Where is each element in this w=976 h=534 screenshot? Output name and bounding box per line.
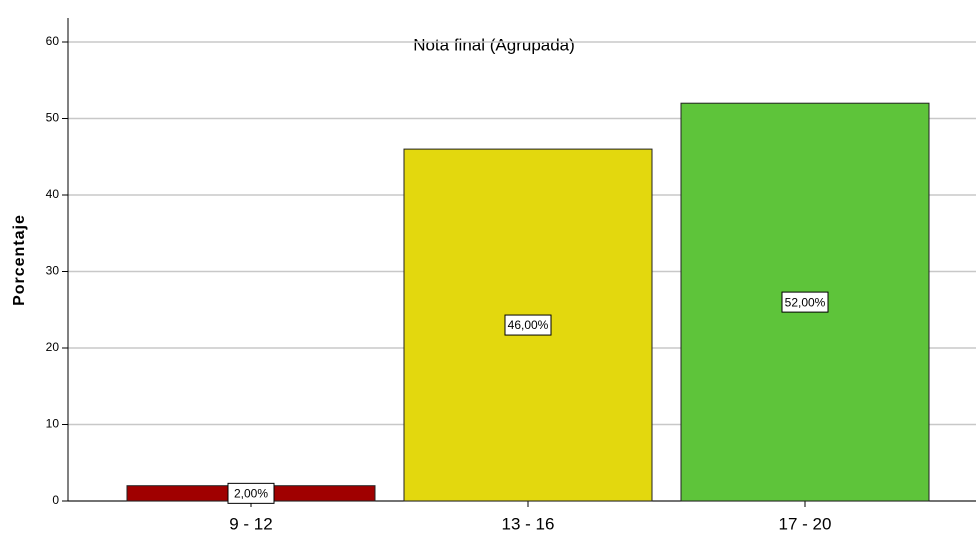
y-tick-label: 10 [46, 417, 60, 431]
y-axis-label: Porcentaje [11, 214, 28, 306]
value-label-box [227, 482, 275, 504]
y-tick-label: 50 [46, 111, 60, 125]
y-tick-label: 40 [46, 187, 60, 201]
y-tick-label: 0 [52, 493, 59, 507]
x-tick-label: 17 - 20 [779, 514, 832, 533]
x-tick-label: 13 - 16 [502, 514, 555, 533]
value-label-box [781, 291, 829, 313]
value-label: 2,00% [234, 487, 268, 501]
chart-title: Nota final (Agrupada) [413, 35, 575, 54]
value-label: 46,00% [508, 318, 549, 332]
y-tick-label: 20 [46, 340, 60, 354]
y-tick-label: 30 [46, 264, 60, 278]
x-tick-label: 9 - 12 [229, 514, 272, 533]
y-tick-label: 60 [46, 34, 60, 48]
value-label-box [504, 314, 552, 336]
value-label: 52,00% [785, 295, 826, 309]
